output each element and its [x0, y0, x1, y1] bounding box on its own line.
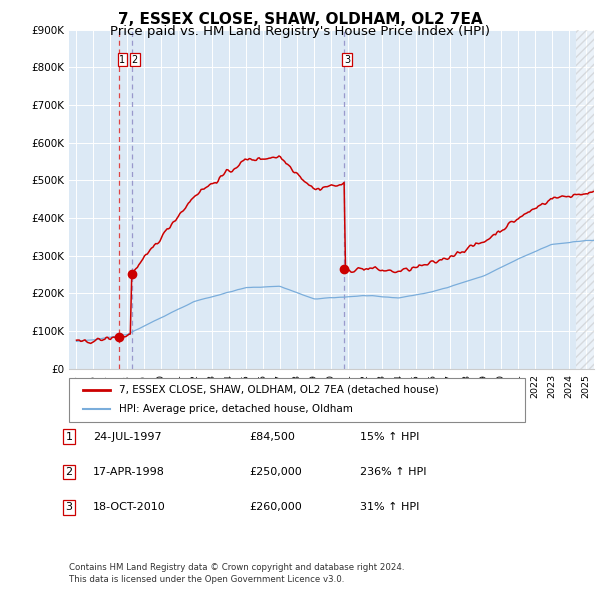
Text: 3: 3 — [65, 503, 73, 512]
Text: 17-APR-1998: 17-APR-1998 — [93, 467, 165, 477]
Text: Price paid vs. HM Land Registry's House Price Index (HPI): Price paid vs. HM Land Registry's House … — [110, 25, 490, 38]
Text: £250,000: £250,000 — [249, 467, 302, 477]
Text: 1: 1 — [119, 55, 125, 65]
Text: 24-JUL-1997: 24-JUL-1997 — [93, 432, 161, 441]
Text: 7, ESSEX CLOSE, SHAW, OLDHAM, OL2 7EA (detached house): 7, ESSEX CLOSE, SHAW, OLDHAM, OL2 7EA (d… — [119, 385, 439, 395]
Text: 31% ↑ HPI: 31% ↑ HPI — [360, 503, 419, 512]
Text: 18-OCT-2010: 18-OCT-2010 — [93, 503, 166, 512]
Text: £84,500: £84,500 — [249, 432, 295, 441]
Text: 1: 1 — [65, 432, 73, 441]
Text: 236% ↑ HPI: 236% ↑ HPI — [360, 467, 427, 477]
Text: Contains HM Land Registry data © Crown copyright and database right 2024.
This d: Contains HM Land Registry data © Crown c… — [69, 563, 404, 584]
Text: £260,000: £260,000 — [249, 503, 302, 512]
Bar — [575, 30, 600, 369]
Text: HPI: Average price, detached house, Oldham: HPI: Average price, detached house, Oldh… — [119, 405, 353, 414]
Text: 15% ↑ HPI: 15% ↑ HPI — [360, 432, 419, 441]
FancyBboxPatch shape — [69, 378, 525, 422]
Text: 2: 2 — [131, 55, 138, 65]
Text: 2: 2 — [65, 467, 73, 477]
Text: 7, ESSEX CLOSE, SHAW, OLDHAM, OL2 7EA: 7, ESSEX CLOSE, SHAW, OLDHAM, OL2 7EA — [118, 12, 482, 27]
Text: 3: 3 — [344, 55, 350, 65]
